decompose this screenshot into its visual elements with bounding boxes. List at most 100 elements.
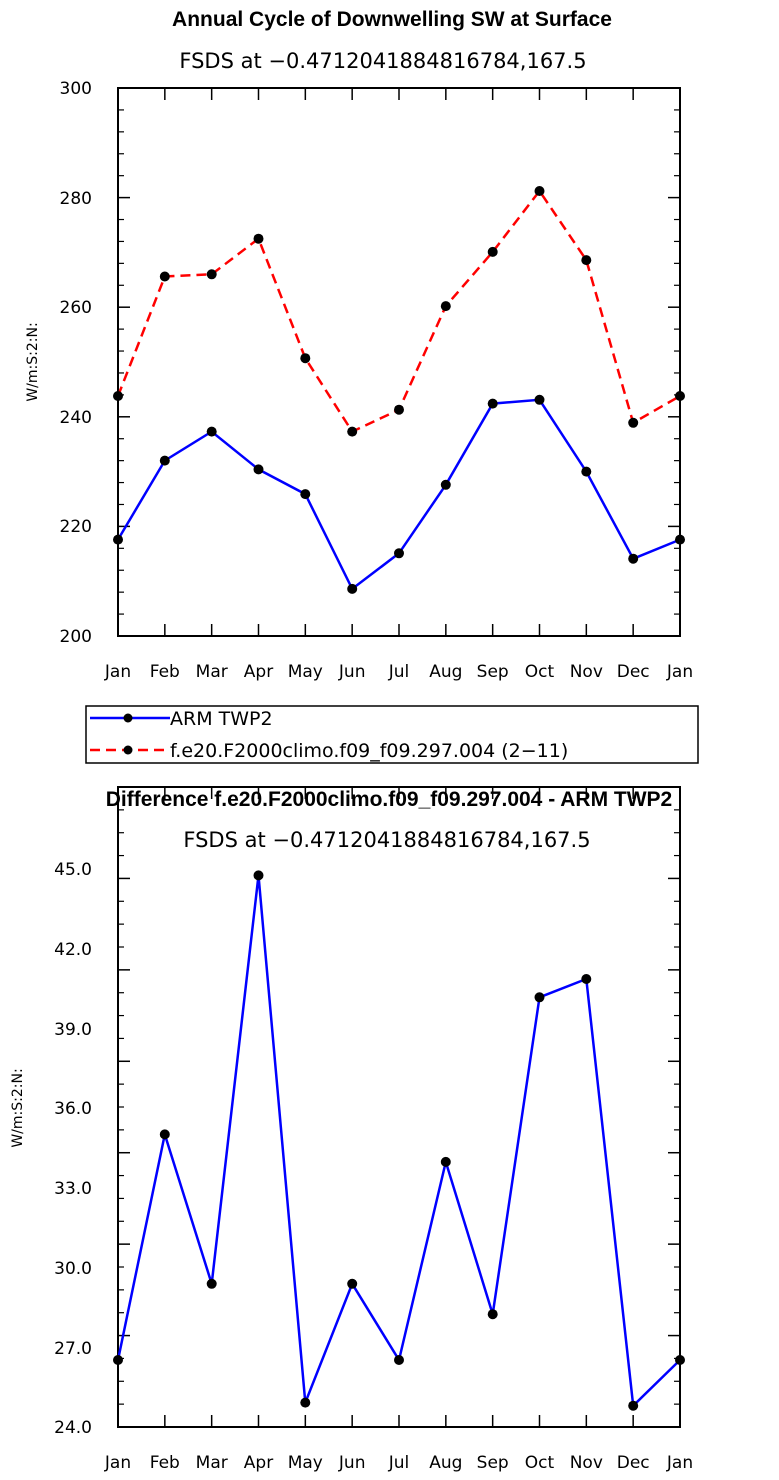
- data-point: [159, 455, 170, 466]
- legend-marker-arm: [123, 713, 133, 723]
- x-tick-label: Jun: [338, 1453, 366, 1473]
- y-tick-label: 240: [60, 408, 92, 428]
- x-tick-label: Jun: [338, 662, 366, 682]
- x-tick-label: Nov: [570, 662, 603, 682]
- data-point: [487, 246, 498, 257]
- bottom-chart-title: Difference f.e20.F2000climo.f09_f09.297.…: [106, 788, 672, 811]
- x-tick-label: Dec: [617, 662, 650, 682]
- data-point: [253, 233, 264, 244]
- bottom-chart-ticks: [117, 786, 681, 1428]
- y-tick-label: 260: [60, 298, 92, 318]
- top-chart-legend: ARM TWP2 f.e20.F2000climo.f09_f09.297.00…: [85, 705, 699, 764]
- data-point: [487, 398, 498, 409]
- data-point: [628, 1400, 639, 1411]
- data-point: [300, 1397, 311, 1408]
- x-tick-label: Aug: [429, 662, 462, 682]
- x-tick-label: Feb: [150, 1453, 180, 1473]
- top-chart-subtitle: FSDS at −0.4712041884816784,167.5: [179, 49, 586, 73]
- data-point: [113, 534, 123, 545]
- y-tick-label: 45.0: [54, 860, 92, 880]
- data-point: [628, 417, 639, 428]
- data-point: [675, 1355, 685, 1365]
- x-tick-label: Nov: [570, 1453, 603, 1473]
- y-tick-label: 220: [60, 517, 92, 537]
- data-point: [675, 391, 685, 401]
- series-line: [116, 188, 681, 434]
- data-point: [534, 186, 545, 196]
- x-tick-label: Jan: [104, 1453, 131, 1473]
- x-tick-label: Sep: [477, 1453, 509, 1473]
- data-point: [206, 1278, 217, 1289]
- x-tick-label: Oct: [525, 662, 555, 682]
- top-chart-series: [113, 186, 685, 594]
- bottom-chart-x-tick-labels: Jan Feb Mar Apr May Jun Jul Aug Sep Oct …: [104, 1453, 693, 1473]
- data-point: [347, 1278, 358, 1289]
- y-tick-label: 33.0: [54, 1179, 92, 1199]
- x-tick-label: Jan: [666, 1453, 693, 1473]
- x-tick-label: Mar: [196, 1453, 228, 1473]
- data-point: [675, 534, 685, 545]
- data-point: [300, 353, 311, 364]
- x-tick-label: May: [288, 662, 323, 682]
- y-tick-label: 24.0: [54, 1418, 92, 1438]
- bottom-chart: Difference f.e20.F2000climo.f09_f09.297.…: [10, 786, 693, 1473]
- data-point: [581, 974, 592, 984]
- y-tick-label: 30.0: [54, 1259, 92, 1279]
- x-tick-label: Jul: [388, 662, 410, 682]
- x-tick-label: Oct: [525, 1453, 555, 1473]
- x-tick-label: Mar: [196, 662, 228, 682]
- data-point: [440, 1156, 451, 1167]
- data-point: [206, 269, 217, 280]
- legend-label-arm: ARM TWP2: [170, 708, 273, 730]
- series-line: [116, 875, 681, 1409]
- x-tick-label: May: [288, 1453, 323, 1473]
- top-chart: Annual Cycle of Downwelling SW at Surfac…: [25, 8, 699, 764]
- x-tick-label: Apr: [244, 662, 273, 682]
- x-tick-label: Feb: [150, 662, 180, 682]
- data-point: [534, 394, 545, 405]
- top-chart-title: Annual Cycle of Downwelling SW at Surfac…: [172, 8, 612, 31]
- y-tick-label: 300: [60, 79, 92, 99]
- data-point: [253, 464, 264, 475]
- y-tick-label: 280: [60, 189, 92, 209]
- y-tick-label: 200: [60, 627, 92, 647]
- x-tick-label: Dec: [617, 1453, 650, 1473]
- data-point: [581, 466, 592, 477]
- top-chart-ticks: [117, 87, 681, 637]
- data-point: [440, 301, 451, 312]
- x-tick-label: Jan: [104, 662, 131, 682]
- data-point: [159, 1129, 170, 1140]
- series-line: [116, 398, 681, 591]
- bottom-chart-y-tick-labels: 24.0 27.0 30.0 33.0 36.0 39.0 42.0 45.0: [54, 860, 92, 1438]
- data-point: [113, 1355, 123, 1365]
- legend-marker-model: [123, 745, 133, 755]
- top-chart-x-tick-labels: Jan Feb Mar Apr May Jun Jul Aug Sep Oct …: [104, 662, 693, 682]
- y-tick-label: 42.0: [54, 940, 92, 960]
- top-chart-y-tick-labels: 200 220 240 260 280 300: [60, 79, 92, 647]
- data-point: [347, 426, 358, 437]
- data-point: [159, 271, 170, 282]
- top-chart-y-axis-label: W/m:S:2:N:: [25, 322, 41, 401]
- data-point: [347, 583, 358, 594]
- y-tick-label: 36.0: [54, 1099, 92, 1119]
- x-tick-label: Jan: [666, 662, 693, 682]
- data-point: [394, 548, 404, 559]
- data-point: [113, 391, 123, 401]
- data-point: [487, 1309, 498, 1320]
- x-tick-label: Aug: [429, 1453, 462, 1473]
- data-point: [534, 992, 545, 1003]
- x-tick-label: Apr: [244, 1453, 273, 1473]
- y-tick-label: 39.0: [54, 1020, 92, 1040]
- data-point: [581, 255, 592, 266]
- bottom-chart-series: [113, 870, 685, 1411]
- data-point: [206, 426, 217, 437]
- y-tick-label: 27.0: [54, 1339, 92, 1359]
- data-point: [300, 489, 311, 500]
- x-tick-label: Sep: [477, 662, 509, 682]
- legend-box: [85, 705, 699, 764]
- x-tick-label: Jul: [388, 1453, 410, 1473]
- data-point: [628, 553, 639, 564]
- data-point: [253, 870, 264, 881]
- data-point: [394, 1355, 404, 1365]
